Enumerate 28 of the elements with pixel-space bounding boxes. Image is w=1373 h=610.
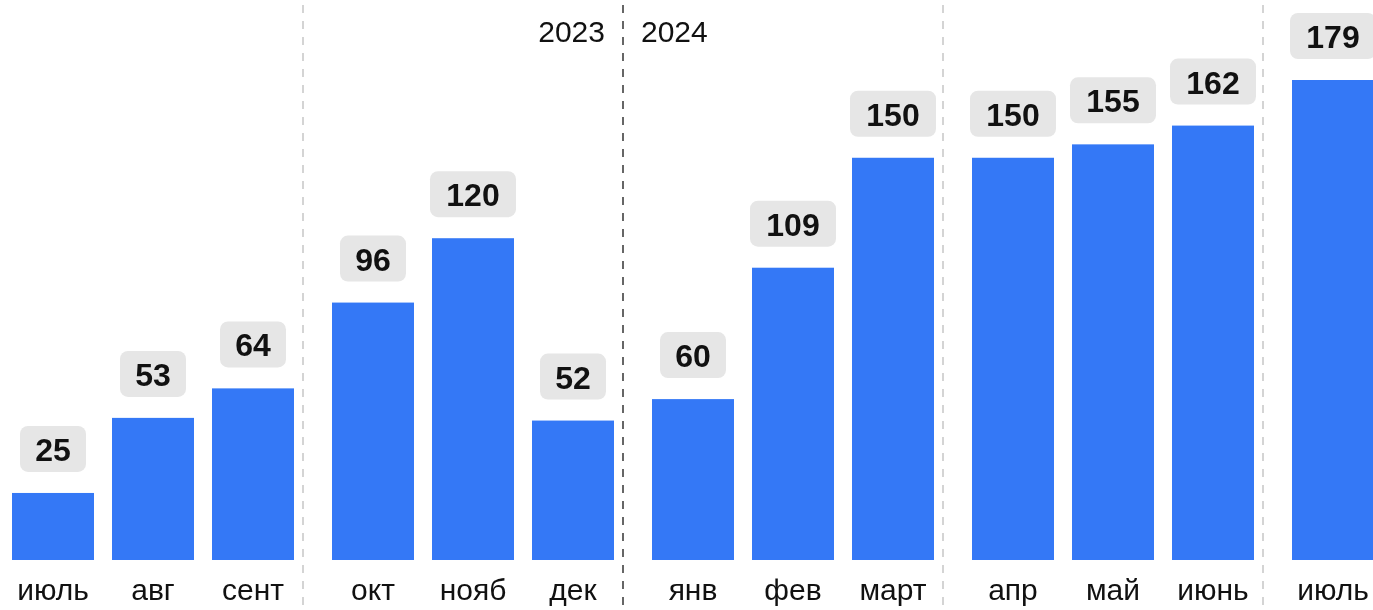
- x-tick-label: дек: [549, 573, 598, 606]
- data-label: 60: [675, 338, 711, 375]
- data-label: 53: [135, 356, 171, 393]
- data-label: 25: [35, 431, 71, 468]
- x-tick-label: окт: [351, 573, 396, 606]
- x-tick-label: май: [1085, 573, 1141, 606]
- x-tick-label: фев: [764, 573, 822, 606]
- data-label: 120: [446, 177, 500, 214]
- x-tick-label: апр: [988, 573, 1038, 606]
- data-label: 52: [555, 359, 591, 396]
- x-tick-label: июль: [1297, 573, 1369, 606]
- x-tick-label: авг: [131, 573, 175, 606]
- data-label: 64: [235, 327, 271, 364]
- data-label: 179: [1306, 19, 1360, 55]
- data-label: 96: [355, 241, 391, 278]
- data-label: 162: [1186, 64, 1240, 101]
- x-tick-label: нояб: [439, 573, 507, 606]
- x-tick-label: июль: [17, 573, 89, 606]
- text: 2023: [538, 15, 605, 48]
- x-tick-label: сент: [222, 573, 285, 606]
- x-tick-label: март: [859, 573, 927, 606]
- x-tick-label: июнь: [1177, 573, 1249, 606]
- data-label: 155: [1086, 83, 1140, 120]
- data-label: 109: [766, 206, 820, 243]
- x-tick-label: янв: [668, 573, 718, 606]
- data-label: 150: [866, 96, 920, 133]
- data-label: 150: [986, 96, 1040, 133]
- text: 2024: [641, 15, 708, 48]
